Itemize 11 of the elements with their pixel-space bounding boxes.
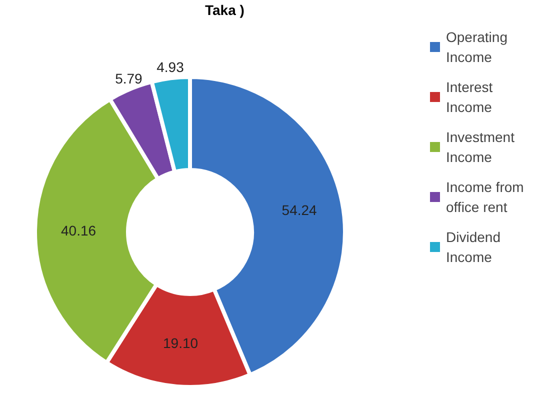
legend-label: Investment Income [446,129,518,165]
chart-title: Taka ) [205,2,244,18]
data-label: 5.79 [115,70,143,86]
data-label: 40.16 [60,222,96,239]
legend-label: Interest Income [446,79,497,115]
legend-label: Dividend Income [446,229,504,265]
legend-label: Income from office rent [446,179,528,215]
data-label: 54.24 [282,202,318,218]
data-label: 4.93 [156,59,184,76]
legend-label: Operating Income [446,29,512,65]
data-label: 19.10 [163,335,198,352]
